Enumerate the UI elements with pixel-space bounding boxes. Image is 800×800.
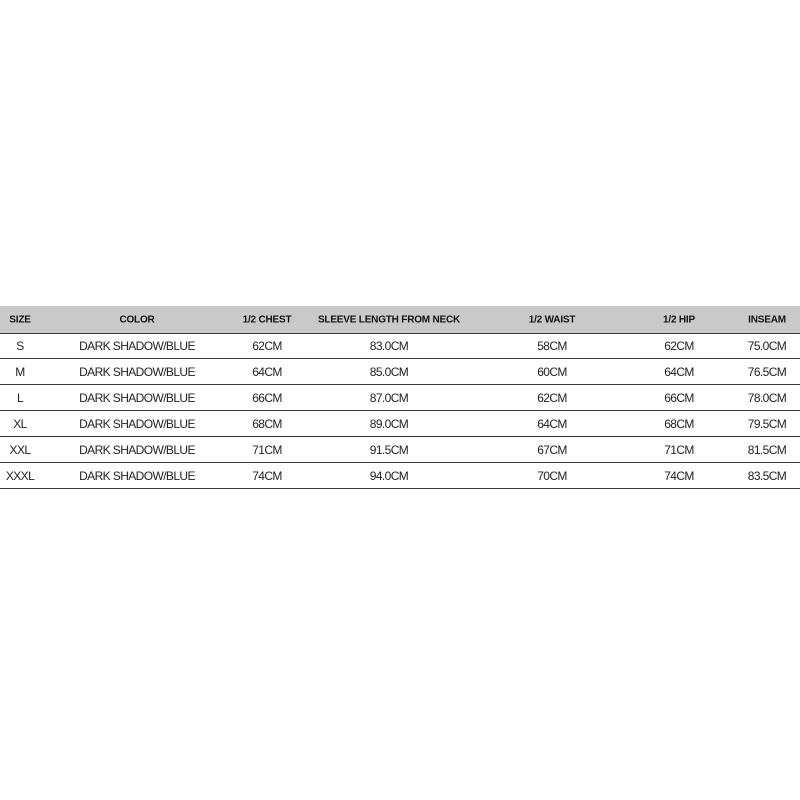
table-cell: 94.0CM	[369, 468, 409, 483]
table-cell: 71CM	[252, 442, 282, 457]
table-cell: 64CM	[664, 364, 694, 379]
table-cell: S	[16, 338, 24, 353]
table-cell: 68CM	[252, 416, 282, 431]
table-cell: 83.0CM	[369, 338, 409, 353]
header-cell: SLEEVE LENGTH FROM NECK	[317, 314, 461, 326]
table-cell: 89.0CM	[369, 416, 409, 431]
table-cell: 87.0CM	[369, 390, 409, 405]
row-divider	[0, 488, 800, 489]
header-cell: SIZE	[9, 314, 31, 326]
table-cell: 66CM	[252, 390, 282, 405]
table-cell: 64CM	[252, 364, 282, 379]
table-cell: 62CM	[252, 338, 282, 353]
row-divider	[0, 410, 800, 411]
table-cell: DARK SHADOW/BLUE	[79, 390, 195, 405]
header-cell: 1/2 HIP	[663, 314, 695, 326]
row-divider	[0, 358, 800, 359]
table-cell: 60CM	[537, 364, 567, 379]
table-cell: 62CM	[537, 390, 567, 405]
table-cell: 74CM	[664, 468, 694, 483]
table-cell: 62CM	[664, 338, 694, 353]
table-cell: 71CM	[664, 442, 694, 457]
table-cell: 75.0CM	[747, 338, 787, 353]
table-cell: 68CM	[664, 416, 694, 431]
header-background	[0, 306, 800, 333]
table-cell: 74CM	[252, 468, 282, 483]
table-cell: L	[16, 390, 24, 405]
table-cell: DARK SHADOW/BLUE	[79, 338, 195, 353]
table-cell: M	[15, 364, 25, 379]
table-cell: DARK SHADOW/BLUE	[79, 364, 195, 379]
row-divider	[0, 333, 800, 334]
table-cell: 67CM	[537, 442, 567, 457]
row-divider	[0, 436, 800, 437]
header-cell: COLOR	[119, 314, 155, 326]
table-cell: 66CM	[664, 390, 694, 405]
table-cell: XXL	[9, 442, 31, 457]
table-cell: 91.5CM	[369, 442, 409, 457]
table-cell: 76.5CM	[747, 364, 787, 379]
row-divider	[0, 462, 800, 463]
table-cell: DARK SHADOW/BLUE	[79, 468, 195, 483]
table-cell: 79.5CM	[747, 416, 787, 431]
header-cell: 1/2 WAIST	[528, 314, 576, 326]
table-cell: 81.5CM	[747, 442, 787, 457]
header-cell: INSEAM	[748, 314, 786, 326]
table-cell: 70CM	[537, 468, 567, 483]
table-cell: 58CM	[537, 338, 567, 353]
table-cell: 83.5CM	[747, 468, 787, 483]
table-cell: DARK SHADOW/BLUE	[79, 442, 195, 457]
table-cell: 85.0CM	[369, 364, 409, 379]
row-divider	[0, 384, 800, 385]
table-cell: XXXL	[5, 468, 35, 483]
header-cell: 1/2 CHEST	[242, 314, 292, 326]
table-cell: 78.0CM	[747, 390, 787, 405]
table-cell: DARK SHADOW/BLUE	[79, 416, 195, 431]
table-cell: 64CM	[537, 416, 567, 431]
table-cell: XL	[13, 416, 27, 431]
